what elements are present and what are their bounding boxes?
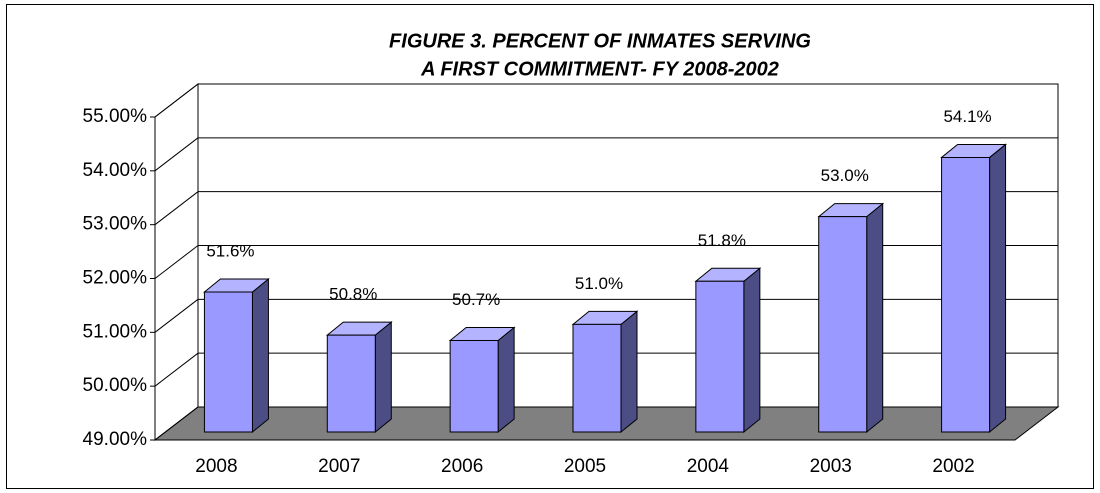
bar-side [251, 277, 269, 434]
grid-line [154, 137, 199, 172]
value-label: 54.1% [943, 107, 991, 126]
y-tick-label: 53.00% [83, 214, 148, 235]
bar [694, 267, 762, 434]
value-label: 50.8% [329, 285, 377, 304]
chart-title: A FIRST COMMITMENT- FY 2008-2002 [420, 58, 779, 80]
bar-front [572, 323, 622, 433]
grid-line [154, 191, 199, 226]
bar [571, 310, 639, 434]
y-tick-label: 50.00% [83, 375, 148, 396]
bar [325, 321, 393, 434]
bar-front [449, 339, 499, 433]
bar-front [941, 156, 991, 433]
x-tick-label: 2006 [441, 456, 483, 477]
x-tick-label: 2002 [932, 456, 974, 477]
grid-line [154, 298, 199, 333]
value-label: 51.8% [698, 231, 746, 250]
grid-line [154, 406, 199, 441]
y-tick-label: 55.00% [83, 106, 148, 127]
bar [203, 277, 270, 434]
y-tick-label: 51.00% [83, 321, 148, 342]
bar-front [818, 216, 868, 433]
x-tick-label: 2003 [810, 456, 852, 477]
bar-side [743, 267, 761, 434]
x-tick-label: 2004 [687, 456, 730, 477]
grid-line [154, 83, 199, 118]
x-tick-label: 2007 [318, 456, 360, 477]
y-tick-label: 52.00% [83, 268, 148, 289]
y-tick-label: 54.00% [83, 160, 148, 181]
value-label: 51.6% [206, 242, 254, 261]
bar [940, 143, 1007, 434]
value-label: 53.0% [821, 166, 869, 185]
bar-side [497, 326, 515, 434]
x-tick-label: 2005 [564, 456, 606, 477]
value-label: 51.0% [575, 274, 623, 293]
bar-side [620, 310, 638, 434]
chart-title: FIGURE 3. PERCENT OF INMATES SERVING [389, 30, 811, 52]
bar-side [989, 143, 1007, 434]
bar-side [374, 321, 392, 434]
x-tick-label: 2008 [195, 456, 237, 477]
grid-line [154, 245, 199, 279]
y-tick-label: 49.00% [83, 429, 148, 450]
bar [817, 202, 885, 434]
bar-front [326, 334, 376, 433]
bar-front [203, 291, 253, 433]
bar-side [866, 202, 884, 434]
grid-line [154, 352, 199, 387]
value-label: 50.7% [452, 290, 500, 309]
bar [448, 326, 516, 434]
bar-front [695, 280, 745, 433]
